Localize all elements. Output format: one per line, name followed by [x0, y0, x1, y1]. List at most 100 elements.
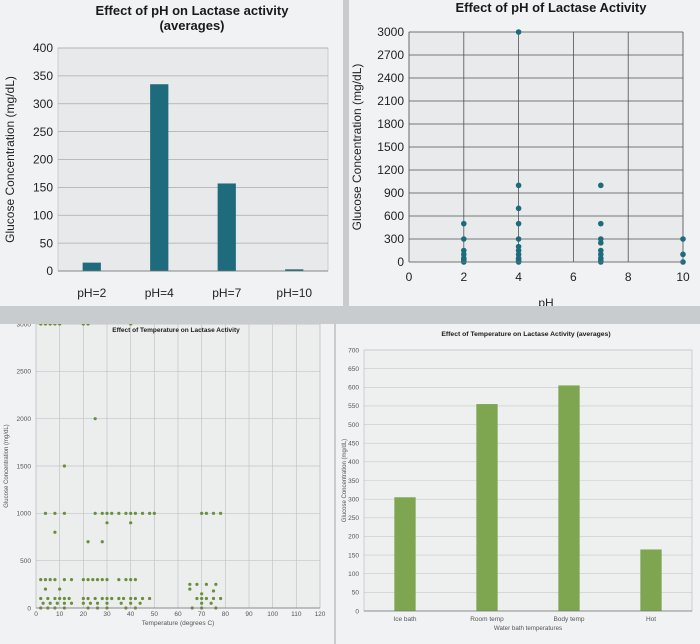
data-point — [48, 601, 52, 605]
x-tick-label: 110 — [291, 611, 302, 618]
y-tick-label: 100 — [33, 208, 53, 222]
data-point — [204, 596, 208, 601]
x-tick-label: 30 — [103, 611, 111, 618]
chart-subtitle: (averages) — [159, 18, 224, 33]
data-point — [124, 578, 128, 582]
bar-body-temp — [558, 385, 580, 611]
data-point — [100, 578, 104, 582]
x-tick-label: 40 — [127, 611, 135, 618]
data-point — [62, 464, 66, 468]
data-point — [53, 324, 57, 326]
y-tick-label: 0 — [27, 605, 31, 612]
bar-room-temp — [476, 404, 498, 611]
data-point — [39, 578, 43, 582]
x-category-label: pH=4 — [145, 286, 174, 300]
data-point — [148, 596, 152, 601]
x-category-label: Hot — [646, 616, 656, 623]
x-tick-label: 8 — [625, 270, 632, 284]
bar-hot — [640, 549, 662, 611]
x-category-label: pH=2 — [77, 286, 106, 300]
x-tick-label: 10 — [56, 611, 64, 618]
data-point — [515, 251, 522, 258]
y-tick-label: 2100 — [377, 94, 404, 108]
y-tick-label: 1800 — [377, 117, 404, 131]
x-tick-label: 0 — [406, 270, 413, 284]
data-point — [81, 578, 85, 582]
y-tick-label: 0 — [397, 255, 404, 269]
data-point — [86, 596, 90, 601]
data-point — [48, 578, 52, 582]
y-tick-label: 250 — [348, 515, 359, 522]
x-tick-label: 6 — [570, 270, 577, 284]
temp-scatter-chart: 0 500 1000 1500 2000 2500 3000 0 10 20 30 40 50 60 70 8… — [4, 324, 326, 627]
data-point — [100, 511, 104, 515]
x-tick-label: 100 — [267, 611, 278, 618]
y-tick-label: 3000 — [17, 324, 32, 328]
x-tick-label: 60 — [174, 611, 182, 618]
y-tick-label: 450 — [348, 440, 359, 447]
data-point — [195, 596, 199, 601]
data-point — [67, 596, 71, 601]
data-point — [48, 324, 52, 326]
data-point — [58, 324, 62, 326]
data-point — [129, 596, 133, 601]
data-point — [680, 236, 686, 242]
data-point — [129, 578, 133, 582]
x-category-label: Body temp — [553, 616, 584, 623]
data-point — [515, 236, 522, 242]
data-point — [62, 601, 66, 605]
y-tick-label: 150 — [348, 552, 359, 559]
x-category-label: Ice bath — [393, 616, 417, 623]
data-point — [58, 596, 62, 601]
y-tick-label: 3000 — [377, 25, 404, 39]
data-point — [680, 251, 686, 258]
data-point — [110, 596, 114, 601]
data-point — [211, 589, 216, 593]
y-tick-label: 50 — [352, 590, 360, 597]
data-point — [148, 511, 152, 515]
y-tick-label: 1200 — [377, 163, 404, 177]
ph-scatter-panel: 0 300 600 900 1200 1500 1800 2100 2400 2700 3000 0 2… — [349, 0, 700, 306]
data-point — [100, 596, 104, 601]
y-tick-label: 350 — [33, 69, 53, 83]
data-point — [69, 578, 74, 582]
data-point — [62, 596, 66, 601]
data-point — [81, 601, 85, 605]
y-tick-label: 600 — [384, 209, 404, 223]
data-point — [105, 601, 109, 605]
x-tick-label: 0 — [34, 611, 38, 618]
data-point — [598, 240, 604, 246]
y-tick-label: 300 — [348, 496, 359, 503]
data-point — [93, 596, 97, 601]
data-point — [105, 511, 109, 515]
y-tick-label: 500 — [20, 558, 31, 565]
data-point — [58, 587, 62, 591]
y-tick-label: 650 — [348, 366, 359, 373]
chart-title: Effect of Temperature on Lactase Activit… — [112, 327, 240, 334]
data-point — [39, 596, 43, 601]
data-point — [133, 596, 137, 601]
data-point — [200, 596, 204, 601]
data-point — [117, 511, 121, 515]
data-point — [43, 578, 48, 582]
bar-ph-7 — [217, 183, 236, 271]
x-axis-label: Temperature (degrees C) — [142, 620, 215, 627]
data-point — [91, 578, 95, 582]
data-point — [46, 596, 50, 601]
data-point — [461, 220, 467, 227]
data-point — [219, 511, 223, 515]
x-category-label: pH=10 — [276, 286, 312, 300]
x-tick-label: 70 — [198, 611, 206, 618]
y-tick-label: 550 — [348, 403, 359, 410]
y-tick-label: 0 — [46, 264, 53, 278]
data-point — [43, 511, 48, 515]
y-tick-label: 1500 — [377, 140, 404, 154]
y-tick-label: 500 — [348, 422, 359, 429]
ph-bar-chart: 0 50 100 150 200 250 300 350 400 pH=2 pH=4 pH=7 pH=1… — [3, 3, 329, 300]
y-tick-label: 150 — [33, 181, 53, 195]
data-point — [598, 220, 604, 227]
chart-title: Effect of pH on Lactase activity — [96, 3, 290, 18]
data-point — [86, 578, 90, 582]
data-point — [598, 236, 604, 242]
data-point — [515, 247, 522, 254]
